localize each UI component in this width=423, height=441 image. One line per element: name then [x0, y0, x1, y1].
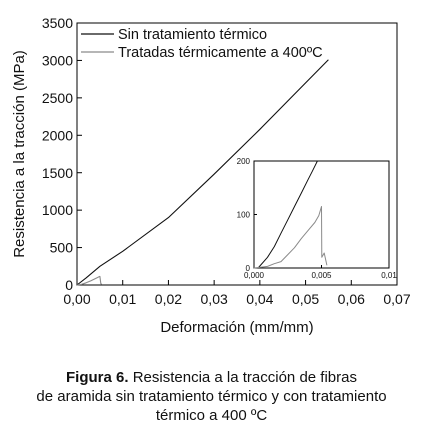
inset-y-tick-label: 0: [246, 264, 251, 273]
inset-series-line-1: [257, 160, 318, 269]
legend-label-1: Sin tratamiento térmico: [118, 27, 267, 43]
inset-series-line-2: [253, 206, 328, 269]
legend-label-2: Tratadas térmicamente a 400ºC: [118, 45, 323, 61]
x-tick-label: 0,06: [338, 291, 365, 307]
caption-line1: Resistencia a la tracción de fibras: [132, 369, 357, 386]
inset-y-tick-label: 200: [237, 157, 251, 166]
y-tick-label: 2000: [42, 127, 73, 143]
x-tick-label: 0,05: [292, 291, 319, 307]
y-tick-label: 500: [50, 240, 74, 256]
caption-line2: de aramida sin tratamiento térmico y con…: [36, 388, 387, 405]
x-tick-label: 0,07: [383, 291, 410, 307]
inset-y-tick-label: 100: [237, 210, 251, 219]
inset-x-tick-label: 0,01: [381, 271, 397, 280]
series-line-1: [76, 59, 329, 286]
x-tick-label: 0,03: [201, 291, 228, 307]
caption-label: Figura 6.: [66, 369, 129, 386]
figure-caption: Figura 6. Resistencia a la tracción de f…: [0, 368, 423, 425]
plot-frame: [76, 22, 398, 286]
y-tick-label: 2500: [42, 90, 73, 106]
chart: 0,00 0,01 0,02 0,03 0,04 0,05 0,06 0,0705001000…: [11, 15, 411, 336]
x-tick-label: 0,04: [246, 291, 273, 307]
inset-x-tick-label: 0,000: [244, 271, 265, 280]
y-tick-label: 1500: [42, 165, 73, 181]
inset-plot: 0,000 0,005 0,01 0 100 200: [237, 157, 398, 280]
y-tick-label: 1000: [42, 202, 73, 218]
y-tick-label: 3000: [42, 52, 73, 68]
y-tick-label: 3500: [42, 15, 73, 31]
main-plot: 0,00 0,01 0,02 0,03 0,04 0,05 0,06 0,0705001000…: [11, 15, 411, 336]
series-line-2: [76, 275, 103, 286]
inset-x-tick-label: 0,005: [311, 271, 332, 280]
y-tick-label: 0: [65, 277, 73, 293]
x-axis-title: Deformación (mm/mm): [160, 319, 313, 336]
x-tick-label: 0,00: [63, 291, 90, 307]
y-axis-title: Resistencia a la tracción (MPa): [11, 50, 28, 258]
x-tick-label: 0,02: [155, 291, 182, 307]
x-tick-label: 0,01: [109, 291, 136, 307]
caption-line3: térmico a 400 ºC: [155, 407, 268, 424]
